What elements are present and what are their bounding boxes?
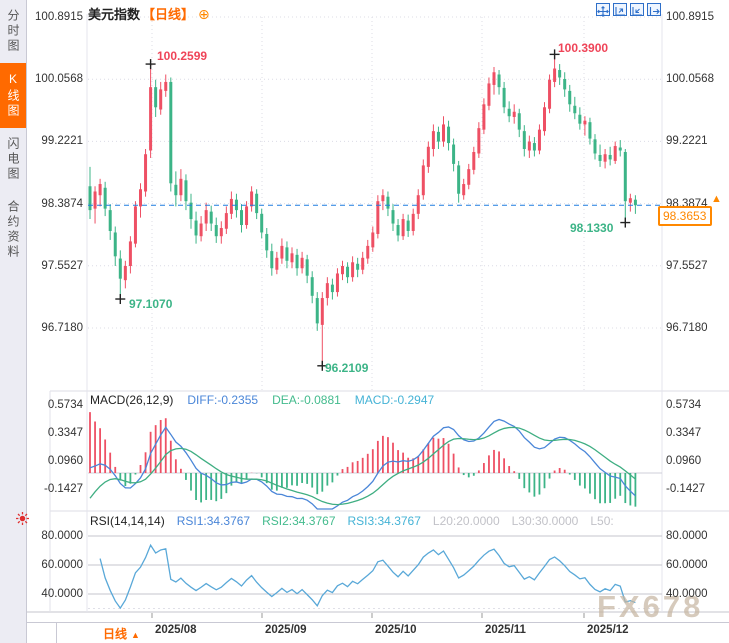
price-axis-label: 97.5527 bbox=[666, 259, 708, 272]
macd-axis-label: 0.5734 bbox=[666, 399, 702, 411]
price-axis-label: 97.5527 bbox=[41, 259, 83, 272]
macd-axis-label: 0.0960 bbox=[666, 455, 702, 467]
macd-header: MACD(26,12,9) DIFF:-0.2355 DEA:-0.0881 M… bbox=[90, 393, 434, 407]
rsi-header: RSI(14,14,14) RSI1:34.3767 RSI2:34.3767 … bbox=[90, 514, 614, 528]
price-axis-label: 99.2221 bbox=[666, 135, 708, 148]
aug-high-annotation: 100.2599 bbox=[157, 49, 208, 63]
rsi-axis-label: 40.0000 bbox=[666, 588, 708, 600]
sidebar-tab-item[interactable]: 闪电图 bbox=[6, 137, 20, 182]
price-axis-label: 99.2221 bbox=[41, 135, 83, 148]
price-axis-label: 98.3874 bbox=[41, 197, 83, 210]
x-axis-label: 2025/09 bbox=[265, 624, 307, 636]
axis-zoom-out-icon[interactable] bbox=[630, 3, 644, 16]
macd-dea-value: DEA:-0.0881 bbox=[272, 393, 341, 407]
x-axis-label: 2025/10 bbox=[375, 624, 417, 636]
reset-view-icon[interactable] bbox=[647, 3, 661, 16]
rsi-axis-label: 80.0000 bbox=[666, 530, 708, 542]
period-tag: 【日线】 bbox=[142, 7, 195, 22]
price-up-arrow-icon: ▲ bbox=[711, 193, 722, 205]
rsi-axis-label: 40.0000 bbox=[41, 588, 83, 600]
price-axis-label: 96.7180 bbox=[41, 322, 83, 334]
indicator-settings-icon[interactable] bbox=[15, 511, 30, 526]
sidebar: 分时图 K线图闪电图合约资料 bbox=[0, 0, 27, 643]
current-price-box: 98.3653 bbox=[658, 206, 712, 226]
watermark: FX678 bbox=[597, 589, 704, 624]
rsi-l50-value: L50: bbox=[590, 514, 614, 528]
period-selector-label: 日线 bbox=[103, 627, 128, 641]
x-axis-label: 2025/08 bbox=[155, 624, 197, 636]
macd-axis-label: 0.3347 bbox=[47, 427, 83, 439]
x-axis-label: 2025/12 bbox=[587, 624, 629, 636]
period-selector[interactable]: 日线 ▲ bbox=[103, 625, 140, 642]
rsi-l30-value: L30:30.0000 bbox=[511, 514, 579, 528]
sidebar-tab-item[interactable]: 合约资料 bbox=[6, 200, 20, 260]
period-up-arrow-icon: ▲ bbox=[131, 630, 140, 640]
macd-axis-label: 0.5734 bbox=[47, 399, 83, 411]
bottom-bar-divider bbox=[56, 622, 57, 643]
rsi-axis-label: 60.0000 bbox=[666, 559, 708, 571]
axis-zoom-in-icon[interactable] bbox=[613, 3, 627, 16]
sep-low-annotation: 96.2109 bbox=[325, 361, 369, 375]
jul-low-annotation: 97.1070 bbox=[129, 297, 173, 311]
bottom-bar bbox=[0, 622, 729, 643]
rsi-l20-value: L20:20.0000 bbox=[432, 514, 500, 528]
rsi1-value: RSI1:34.3767 bbox=[176, 514, 251, 528]
circle-plus-icon[interactable]: ⊕ bbox=[198, 6, 210, 22]
x-axis-label: 2025/11 bbox=[485, 624, 526, 636]
price-axis-label: 100.0568 bbox=[666, 73, 714, 86]
sidebar-tab-item[interactable]: 分时图 bbox=[6, 9, 20, 54]
rsi-label: RSI(14,14,14) bbox=[90, 514, 165, 528]
price-axis-label: 100.8915 bbox=[35, 11, 83, 23]
rsi3-value: RSI3:34.3767 bbox=[347, 514, 421, 528]
price-axis-label: 96.7180 bbox=[666, 322, 708, 334]
macd-axis-label: 0.3347 bbox=[666, 427, 702, 439]
macd-macd-value: MACD:-0.2947 bbox=[354, 393, 435, 407]
macd-axis-label: -0.1427 bbox=[666, 483, 706, 495]
pan-crosshair-icon[interactable] bbox=[596, 3, 610, 17]
rsi-axis-label: 60.0000 bbox=[41, 559, 83, 571]
rsi-axis-label: 80.0000 bbox=[41, 530, 83, 542]
sidebar-tab-active[interactable]: K线图 bbox=[0, 63, 26, 128]
nov-high-annotation: 100.3900 bbox=[558, 41, 609, 55]
macd-axis-label: -0.1427 bbox=[43, 483, 83, 495]
macd-diff-value: DIFF:-0.2355 bbox=[187, 393, 259, 407]
price-axis-label: 100.0568 bbox=[35, 73, 83, 86]
chart-title: 美元指数 【日线】 ⊕ bbox=[88, 4, 210, 23]
macd-label: MACD(26,12,9) bbox=[90, 393, 174, 407]
price-axis-label: 100.8915 bbox=[666, 11, 714, 23]
dec-low-annotation: 98.1330 bbox=[570, 221, 614, 235]
macd-axis-label: 0.0960 bbox=[47, 455, 83, 467]
rsi2-value: RSI2:34.3767 bbox=[262, 514, 336, 528]
symbol-name: 美元指数 bbox=[88, 7, 141, 22]
